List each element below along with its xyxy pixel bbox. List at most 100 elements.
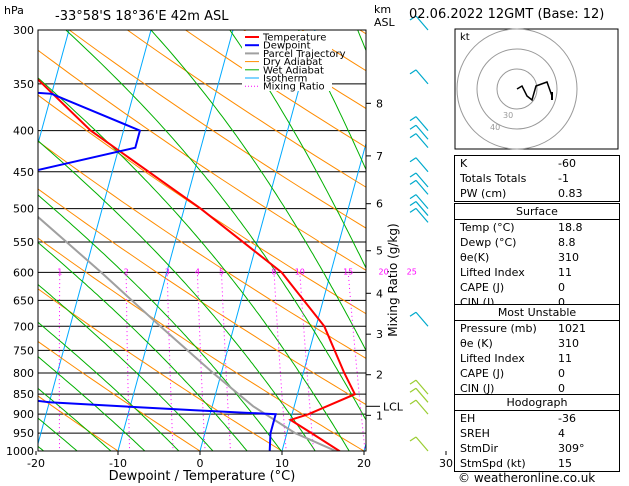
wind-barb [415, 157, 429, 173]
km-tick-label: 3 [376, 328, 383, 341]
wind-barb [415, 311, 429, 327]
pressure-tick-label: 750 [13, 344, 34, 357]
pressure-tick-label: 450 [13, 166, 34, 179]
table-row: StmSpd (kt) 15 [455, 456, 619, 471]
temperature-line [38, 78, 357, 451]
row-value: 0.83 [558, 187, 583, 200]
wet-adiabat [38, 321, 180, 451]
row-key: Lifted Index [460, 352, 525, 365]
pressure-tick-label: 600 [13, 266, 34, 279]
pressure-tick-label: 550 [13, 236, 34, 249]
mixing-ratio-label: 4 [195, 268, 200, 277]
isotherm-line [38, 30, 152, 446]
table-row: Temp (°C) 18.8 [455, 219, 619, 235]
row-value: 1021 [558, 322, 586, 335]
wet-adiabat [38, 241, 248, 451]
row-key: PW (cm) [460, 187, 507, 200]
row-value: 0 [558, 296, 565, 309]
wind-barb [415, 116, 429, 131]
most-unstable-title: Most Unstable [497, 306, 577, 319]
row-key: θe(K) [460, 251, 490, 264]
wet-adiabat [65, 30, 366, 421]
mixing-ratio-line [347, 272, 366, 451]
wind-barb [415, 124, 429, 140]
row-key: CIN (J) [460, 382, 495, 395]
x-axis-label: Dewpoint / Temperature (°C) [109, 469, 296, 484]
km-tick-label: 1 [376, 409, 383, 422]
wind-barb [415, 387, 429, 403]
table-row: Pressure (mb) 1021 [455, 320, 619, 336]
pressure-tick-label: 650 [13, 294, 34, 307]
wind-barb [415, 133, 429, 149]
wet-adiabat [38, 417, 78, 451]
mixing-ratio-line [412, 272, 435, 468]
row-key: θe (K) [460, 337, 493, 350]
mixing-ratio-line [221, 272, 232, 451]
copyright: © weatheronline.co.uk [458, 471, 596, 485]
row-value: 4 [558, 427, 565, 440]
x-tick-label: 0 [197, 457, 204, 470]
mixing-ratio-line [58, 272, 61, 451]
row-value: 11 [558, 352, 572, 365]
wind-barb-flag [409, 172, 417, 178]
wind-barb-flag [409, 69, 417, 75]
km-tick-label: 6 [376, 198, 383, 211]
wet-adiabat [38, 387, 112, 451]
dry-adiabat [184, 30, 366, 148]
pressure-tick-label: 1000 [6, 445, 34, 458]
wind-barb-flag [409, 207, 417, 213]
isotherm-line [281, 141, 366, 451]
wind-barb [415, 207, 429, 223]
pressure-tick-label: 850 [13, 388, 34, 401]
wet-adiabat [150, 30, 366, 352]
wind-barb [415, 194, 429, 210]
asl-label: ASL [374, 16, 396, 29]
table-row: θe(K) 310 [455, 250, 619, 265]
x-tick-label: 20 [357, 457, 371, 470]
hodograph-ring-label: 40 [490, 123, 500, 132]
row-value: 0 [558, 382, 565, 395]
pressure-tick-label: 400 [13, 125, 34, 138]
table-row: Lifted Index 11 [455, 351, 619, 366]
mixing-ratio-label: 1 [57, 268, 62, 277]
pressure-tick-label: 950 [13, 427, 34, 440]
wind-barb-flag [409, 157, 417, 163]
mixing-ratio-line [125, 272, 131, 451]
wind-barb-flag [409, 116, 417, 122]
table-row: CAPE (J) 0 [455, 366, 619, 381]
wet-adiabat [38, 194, 282, 451]
dry-adiabat [126, 30, 366, 188]
isotherm-line [117, 30, 234, 451]
wind-barb [415, 379, 429, 395]
isotherm-line [38, 30, 70, 146]
wind-barb-flag [409, 379, 417, 385]
table-row: PW (cm) 0.83 [455, 186, 619, 201]
mixing-ratio-label: 3 [165, 268, 170, 277]
most-unstable-table: Most Unstable Pressure (mb) 1021 θe (K) 310… [454, 304, 620, 397]
mixing-ratio-label: 5 [219, 268, 224, 277]
plot-frame [37, 29, 367, 452]
km-tick-label: 2 [376, 369, 383, 382]
x-tick-label: 30 [439, 457, 453, 470]
row-value: 310 [558, 251, 579, 264]
table-row: CAPE (J) 0 [455, 280, 619, 295]
pressure-tick-label: 800 [13, 367, 34, 380]
wind-barb [415, 436, 429, 452]
table-row: SREH 4 [455, 426, 619, 441]
pressure-tick-label: 700 [13, 320, 34, 333]
row-key: Lifted Index [460, 266, 525, 279]
legend-label: Parcel Trajectory [263, 49, 346, 60]
wind-barb-flag [409, 179, 417, 185]
km-tick-label: 8 [376, 97, 383, 110]
mixing-ratio-line [273, 272, 287, 451]
dry-adiabat [38, 340, 201, 451]
hodograph-trace [516, 81, 553, 102]
wind-barb-flag [409, 15, 417, 21]
wind-barb [415, 69, 429, 85]
wet-adiabat [38, 355, 146, 451]
wind-barb-flag [409, 201, 417, 207]
row-key: Dewp (°C) [460, 236, 517, 249]
dry-adiabat [38, 395, 119, 451]
